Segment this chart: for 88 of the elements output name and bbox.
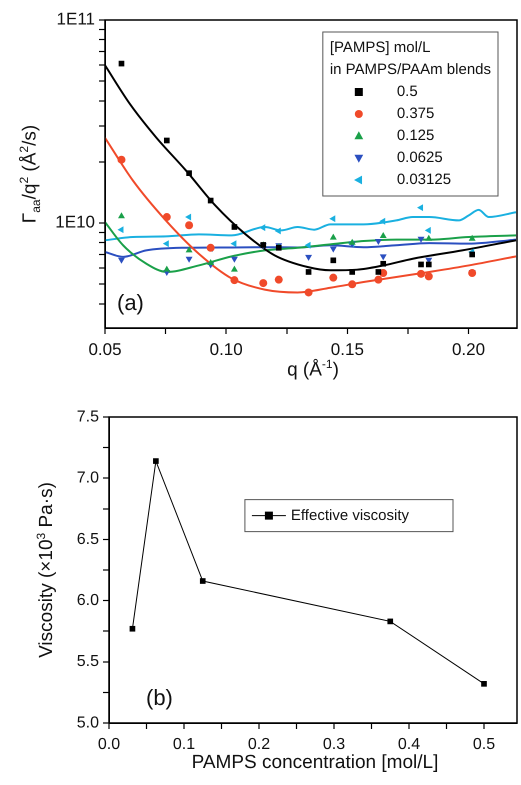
legend-label: 0.0625	[396, 149, 443, 166]
point	[117, 156, 126, 164]
point	[329, 215, 336, 222]
legend-label: 0.125	[396, 127, 434, 144]
point	[380, 232, 387, 238]
point	[153, 458, 159, 464]
point	[186, 256, 193, 263]
point	[118, 212, 125, 218]
point	[305, 254, 312, 261]
point	[330, 234, 337, 240]
x-tick-label: 0.0	[98, 736, 120, 754]
point	[424, 272, 433, 280]
point	[274, 227, 281, 234]
y-tick-label: 7.5	[76, 408, 100, 426]
point	[118, 258, 125, 264]
point	[348, 280, 356, 288]
point	[469, 252, 475, 258]
point	[304, 242, 311, 249]
legend-title: [PAMPS] mol/L in PAMPS/PAAm blends	[330, 39, 492, 78]
x-tick-label: 0.05	[88, 340, 122, 359]
point	[117, 226, 124, 234]
point	[426, 262, 432, 268]
point	[425, 234, 432, 241]
point	[230, 276, 238, 284]
point	[468, 234, 476, 241]
point	[348, 238, 356, 245]
annotation: (b)	[146, 685, 173, 710]
point	[380, 254, 387, 260]
line-series	[105, 208, 517, 242]
point	[418, 236, 424, 243]
point	[330, 257, 336, 264]
x-tick-label: 0.1	[172, 736, 196, 754]
point	[208, 198, 214, 204]
point	[162, 240, 169, 248]
point	[118, 60, 124, 66]
point	[185, 221, 194, 230]
x-axis-title: q (Å$^{-1}$)	[287, 357, 339, 382]
x-tick-label: 0.5	[472, 736, 496, 754]
point	[380, 260, 386, 267]
x-tick-label: 0.2	[248, 736, 270, 754]
point	[207, 259, 214, 266]
point	[418, 262, 424, 268]
x-axis-title: PAMPS concentration [mol/L]	[192, 752, 438, 774]
point	[304, 288, 313, 296]
point	[417, 204, 424, 212]
x-tick-label: 0.10	[210, 340, 243, 359]
legend-label: Effective viscosity	[290, 506, 410, 524]
point	[349, 269, 356, 275]
point	[376, 269, 382, 275]
point	[185, 214, 192, 221]
point	[230, 266, 238, 272]
legend-label: 0.375	[396, 105, 434, 122]
x-tick-label: 0.15	[330, 340, 364, 359]
point	[306, 269, 312, 275]
point	[374, 276, 382, 284]
annotation: (a)	[117, 290, 144, 315]
point	[164, 138, 170, 144]
point	[200, 578, 206, 584]
y-tick-label: 1E11	[56, 10, 95, 29]
y-tick-label: 5.0	[76, 714, 100, 732]
point	[163, 266, 170, 272]
point	[230, 240, 236, 248]
point	[379, 218, 386, 225]
legend-label: 0.5	[396, 83, 418, 100]
point	[186, 170, 192, 176]
x-tick-label: 0.3	[322, 736, 346, 754]
x-tick-label: 0.20	[452, 340, 486, 359]
point	[259, 279, 268, 288]
point	[130, 626, 136, 632]
y-tick-label: 5.5	[76, 653, 100, 670]
legend-label: 0.03125	[396, 171, 452, 188]
point	[329, 274, 338, 282]
y-tick-label: 1E10	[55, 212, 95, 232]
y-tick-label: 6.0	[76, 592, 100, 610]
point	[230, 256, 238, 263]
point	[374, 239, 382, 246]
point	[274, 276, 283, 284]
y-tick-label: 6.5	[76, 530, 100, 548]
point	[481, 681, 487, 687]
point	[330, 246, 337, 253]
x-tick-label: 0.4	[398, 736, 420, 754]
point	[232, 224, 238, 230]
point	[162, 213, 171, 222]
point	[424, 226, 431, 234]
y-tick-label: 7.0	[76, 470, 100, 487]
point	[387, 618, 394, 624]
point	[417, 270, 426, 278]
point	[186, 246, 193, 252]
